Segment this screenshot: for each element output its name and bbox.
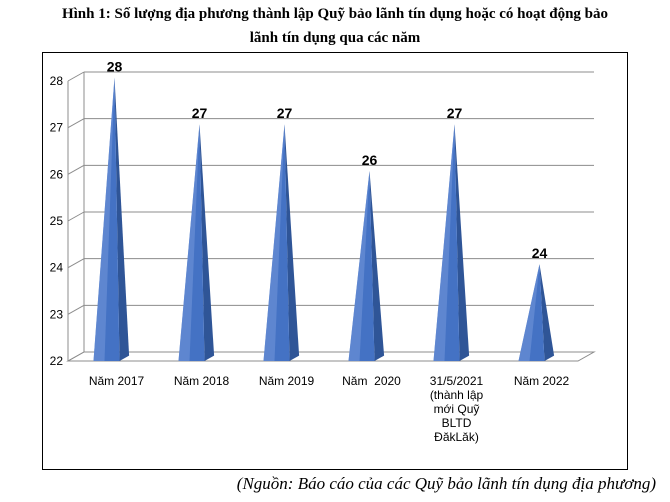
- source-note: (Nguồn: Báo cáo của các Quỹ bảo lãnh tín…: [236, 474, 656, 493]
- chart-floor: [66, 351, 596, 362]
- x-tick-label-line: Năm 2017: [89, 374, 145, 388]
- x-tick-label-line: BLTD: [442, 416, 472, 430]
- data-label: 24: [532, 245, 548, 261]
- bar-highlight: [348, 170, 370, 361]
- bar-side: [284, 124, 300, 362]
- bar-side: [454, 124, 470, 362]
- x-tick-label: Năm 2019: [259, 374, 315, 388]
- bar-highlight: [263, 124, 285, 362]
- chart-title: Hình 1: Số lượng địa phương thành lập Qu…: [0, 2, 670, 50]
- bar-highlight: [178, 124, 200, 362]
- x-tick-label: Năm 2018: [174, 374, 230, 388]
- y-tick-label: 25: [50, 214, 64, 228]
- chart-frame: [42, 52, 628, 470]
- gridline-side: [67, 258, 85, 269]
- x-tick-label: Năm 2020: [342, 374, 401, 388]
- x-tick-label-line: 31/5/2021: [430, 374, 484, 388]
- chart-title-line-1: Hình 1: Số lượng địa phương thành lập Qu…: [61, 6, 609, 22]
- x-tick-label-line: Năm 2018: [174, 374, 230, 388]
- bar-side: [369, 170, 385, 361]
- gridline-side: [67, 118, 85, 129]
- y-tick-label: 23: [50, 307, 64, 321]
- x-tick-label: Năm 2022: [514, 374, 570, 388]
- y-tick-label: 26: [50, 167, 64, 181]
- bar-side: [199, 124, 215, 362]
- bars: [93, 77, 555, 362]
- data-labels: 28 27 27 26 27 24: [107, 59, 548, 262]
- bar-highlight: [93, 77, 115, 361]
- y-tick-label: 28: [50, 74, 64, 88]
- x-tick-label-line: ĐăkLăk): [434, 430, 479, 444]
- x-tick-label-line: Năm 2020: [342, 374, 401, 388]
- gridline-side: [67, 164, 85, 175]
- gridline-side: [67, 211, 85, 222]
- bar-highlight: [433, 124, 455, 362]
- gridlines: [67, 71, 594, 362]
- x-tick-label: Năm 2017: [89, 374, 145, 388]
- gridline-side: [67, 304, 85, 315]
- data-label: 27: [277, 105, 293, 121]
- bar-highlight: [518, 264, 540, 361]
- x-tick-label-line: Năm 2019: [259, 374, 315, 388]
- gridline-side: [67, 71, 85, 82]
- y-tick-label: 22: [50, 354, 64, 368]
- x-tick-label-line: Năm 2022: [514, 374, 570, 388]
- data-label: 27: [192, 105, 208, 121]
- data-label: 27: [447, 105, 463, 121]
- y-tick-label: 27: [50, 121, 64, 135]
- x-axis-labels: Năm 2017 Năm 2018 Năm 2019 Năm 2020 31/5/202…: [89, 374, 570, 444]
- y-tick-label: 24: [50, 261, 64, 275]
- data-label: 28: [107, 59, 123, 75]
- bar-side: [114, 77, 130, 361]
- x-tick-label-line: (thành lập: [430, 388, 484, 402]
- data-label: 26: [362, 152, 378, 168]
- y-axis: 22 23 24 25 26 27 28: [50, 72, 596, 368]
- chart-title-line-2: lãnh tín dụng qua các năm: [249, 30, 421, 46]
- x-tick-label: 31/5/2021 (thành lập mới Quỹ BLTD ĐăkLăk): [430, 374, 484, 444]
- bar-side: [539, 264, 555, 361]
- x-tick-label-line: mới Quỹ: [434, 402, 480, 416]
